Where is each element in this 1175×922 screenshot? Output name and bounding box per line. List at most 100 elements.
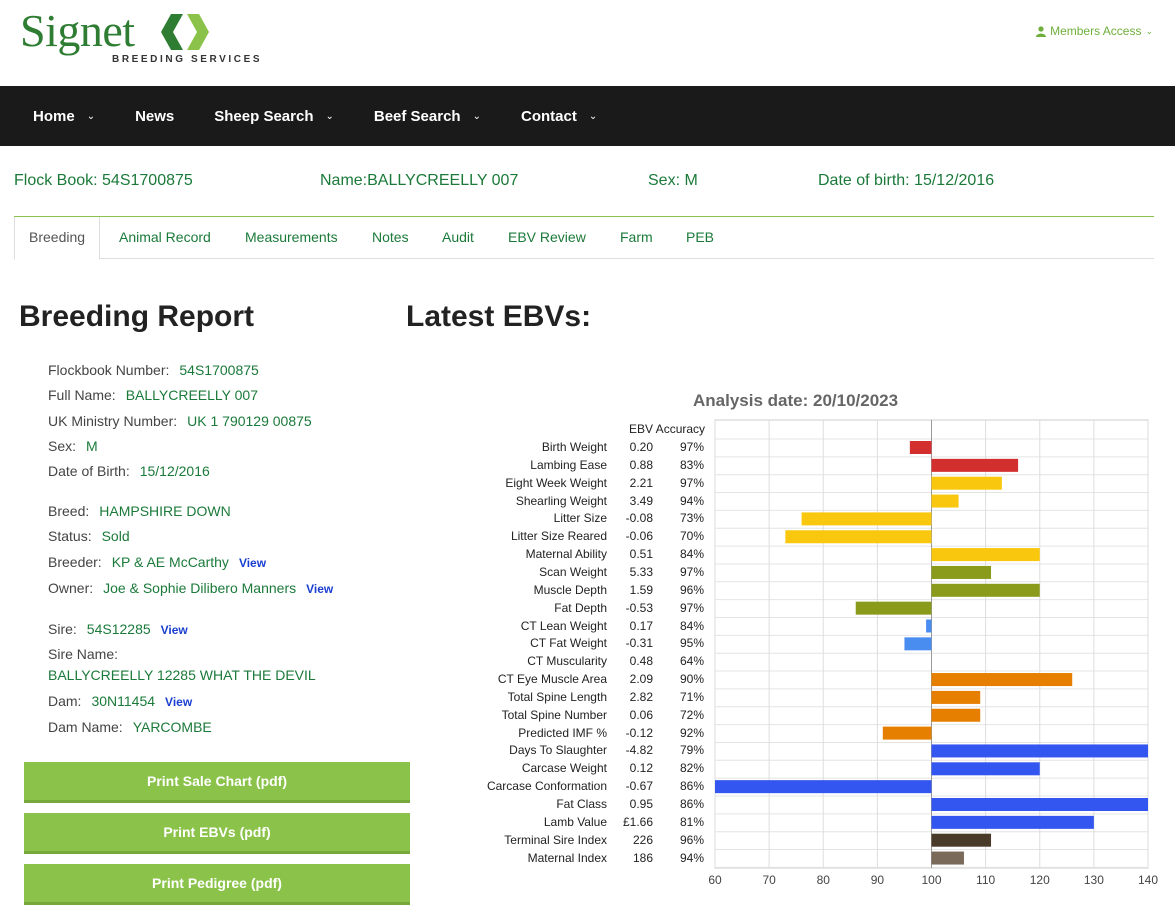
- x-tick-label: 100: [921, 873, 941, 886]
- ebv-accuracy: 90%: [680, 672, 705, 687]
- full-name-label: Full Name:: [48, 387, 116, 403]
- owner-view-link[interactable]: View: [306, 582, 334, 596]
- ebv-value: 2.82: [629, 689, 653, 704]
- field-dob: Date of Birth: 15/12/2016: [48, 463, 210, 479]
- nav-home[interactable]: Home ⌄: [33, 108, 95, 125]
- ebv-trait-label: Predicted IMF %: [518, 725, 607, 740]
- tab-measurements[interactable]: Measurements: [245, 229, 338, 245]
- ebv-accuracy: 71%: [680, 689, 705, 704]
- signet-logo[interactable]: Signet BREEDING SERVICES: [20, 5, 260, 66]
- ebv-accuracy: 96%: [680, 582, 705, 597]
- ebv-bar: [931, 565, 992, 579]
- logo-chevron-icon: [161, 14, 209, 50]
- ebv-trait-label: Terminal Sire Index: [504, 832, 607, 847]
- ebv-bar: [882, 726, 932, 740]
- ebv-accuracy: 94%: [680, 850, 705, 865]
- tab-peb[interactable]: PEB: [686, 229, 715, 245]
- chevron-down-icon: ⌄: [588, 110, 598, 122]
- ebv-value: 0.51: [629, 547, 653, 562]
- ebv-value: -0.08: [625, 511, 653, 526]
- nav-contact[interactable]: Contact ⌄: [521, 108, 597, 125]
- ebv-value: 1.59: [629, 582, 653, 597]
- chevron-down-icon: ⌄: [472, 110, 481, 122]
- sex-value: M: [86, 438, 98, 454]
- breed-label: Breed:: [48, 503, 90, 519]
- ebv-trait-label: Litter Size Reared: [510, 529, 607, 544]
- ebv-bar: [931, 708, 981, 722]
- ebv-bar: [931, 815, 1094, 829]
- tab-ebv-review[interactable]: EBV Review: [508, 229, 586, 245]
- sire-view-link[interactable]: View: [160, 623, 188, 637]
- ebv-accuracy: 97%: [680, 564, 705, 579]
- site-header: Signet BREEDING SERVICES Members Access …: [0, 0, 1175, 86]
- ebv-bar: [931, 744, 1148, 758]
- field-dam-name: Dam Name: YARCOMBE: [48, 719, 212, 735]
- members-access-link[interactable]: Members Access ⌄: [1036, 24, 1153, 38]
- tab-farm[interactable]: Farm: [620, 229, 653, 245]
- ebv-accuracy: 64%: [680, 654, 705, 669]
- print-ebvs-button[interactable]: Print EBVs (pdf): [24, 813, 410, 854]
- field-owner: Owner: Joe & Sophie Dilibero Manners View: [48, 580, 333, 596]
- breeding-report-title: Breeding Report: [19, 300, 255, 333]
- tab-audit[interactable]: Audit: [442, 229, 474, 245]
- field-full-name: Full Name: BALLYCREELLY 007: [48, 387, 258, 403]
- info-name: Name:BALLYCREELLY 007: [320, 172, 519, 189]
- print-sale-chart-button[interactable]: Print Sale Chart (pdf): [24, 762, 410, 803]
- breeder-view-link[interactable]: View: [238, 556, 267, 570]
- ebv-bar: [931, 762, 1040, 776]
- ebv-accuracy: 96%: [680, 832, 705, 847]
- ebv-bar: [715, 780, 932, 794]
- tab-animal-record[interactable]: Animal Record: [119, 229, 211, 245]
- nav-beef-search[interactable]: Beef Search ⌄: [374, 108, 481, 125]
- field-sex: Sex: M: [48, 438, 98, 454]
- ebv-accuracy: 72%: [680, 707, 705, 722]
- tab-notes[interactable]: Notes: [372, 229, 409, 245]
- ebv-bar: [785, 530, 932, 544]
- field-status: Status: Sold: [48, 528, 130, 544]
- ebv-value: 0.88: [629, 457, 653, 472]
- ebv-bar: [926, 619, 932, 633]
- print-pedigree-button[interactable]: Print Pedigree (pdf): [24, 864, 410, 905]
- nav-sheep-search-label: Sheep Search: [214, 107, 314, 125]
- ebv-trait-label: Carcase Weight: [521, 761, 607, 776]
- nav-beef-search-label: Beef Search: [373, 107, 461, 125]
- ebv-trait-label: Maternal Ability: [525, 547, 607, 562]
- owner-value: Joe & Sophie Dilibero Manners: [103, 580, 297, 596]
- ebv-accuracy: 70%: [680, 529, 705, 544]
- ebv-bar: [931, 583, 1040, 597]
- ebv-bar: [904, 637, 932, 651]
- x-tick-label: 80: [817, 873, 831, 886]
- ebv-bar: [909, 441, 932, 454]
- ebv-accuracy: 79%: [680, 743, 705, 758]
- breed-value: HAMPSHIRE DOWN: [99, 503, 231, 519]
- ebv-trait-label: Scan Weight: [539, 564, 607, 579]
- ebv-trait-label: Lambing Ease: [530, 457, 607, 472]
- x-tick-label: 120: [1030, 873, 1050, 886]
- ebv-accuracy: 73%: [680, 511, 705, 526]
- field-ministry-number: UK Ministry Number: UK 1 790129 00875: [48, 413, 312, 429]
- nav-news-label: News: [135, 107, 175, 125]
- tab-breeding[interactable]: Breeding: [14, 217, 101, 260]
- chevron-down-icon: ⌄: [1145, 25, 1153, 36]
- nav-news[interactable]: News: [135, 108, 174, 125]
- x-tick-label: 90: [871, 873, 885, 886]
- ebv-trait-label: Muscle Depth: [533, 582, 607, 597]
- ebv-accuracy: 94%: [680, 493, 705, 508]
- members-access-label: Members Access: [1050, 24, 1142, 38]
- ebv-bar: [931, 673, 1073, 687]
- ebv-value: £1.66: [622, 814, 653, 829]
- nav-sheep-search[interactable]: Sheep Search ⌄: [214, 108, 334, 125]
- field-sire-name-label: Sire Name:: [48, 646, 119, 662]
- field-sire-name-value: BALLYCREELLY 12285 WHAT THE DEVIL: [48, 667, 316, 683]
- logo-wordmark: Signet: [20, 5, 135, 56]
- dob-label: Date of Birth:: [48, 463, 130, 479]
- ebv-value: 2.09: [629, 672, 653, 687]
- ebv-bar: [931, 851, 964, 865]
- ebv-value: -0.12: [625, 725, 653, 740]
- flockbook-value: 54S1700875: [179, 362, 259, 378]
- ebv-accuracy: 97%: [680, 475, 705, 490]
- ebv-value: -0.06: [625, 529, 653, 544]
- nav-contact-label: Contact: [520, 107, 577, 125]
- dam-view-link[interactable]: View: [165, 695, 193, 709]
- ebv-value: 5.33: [629, 564, 653, 579]
